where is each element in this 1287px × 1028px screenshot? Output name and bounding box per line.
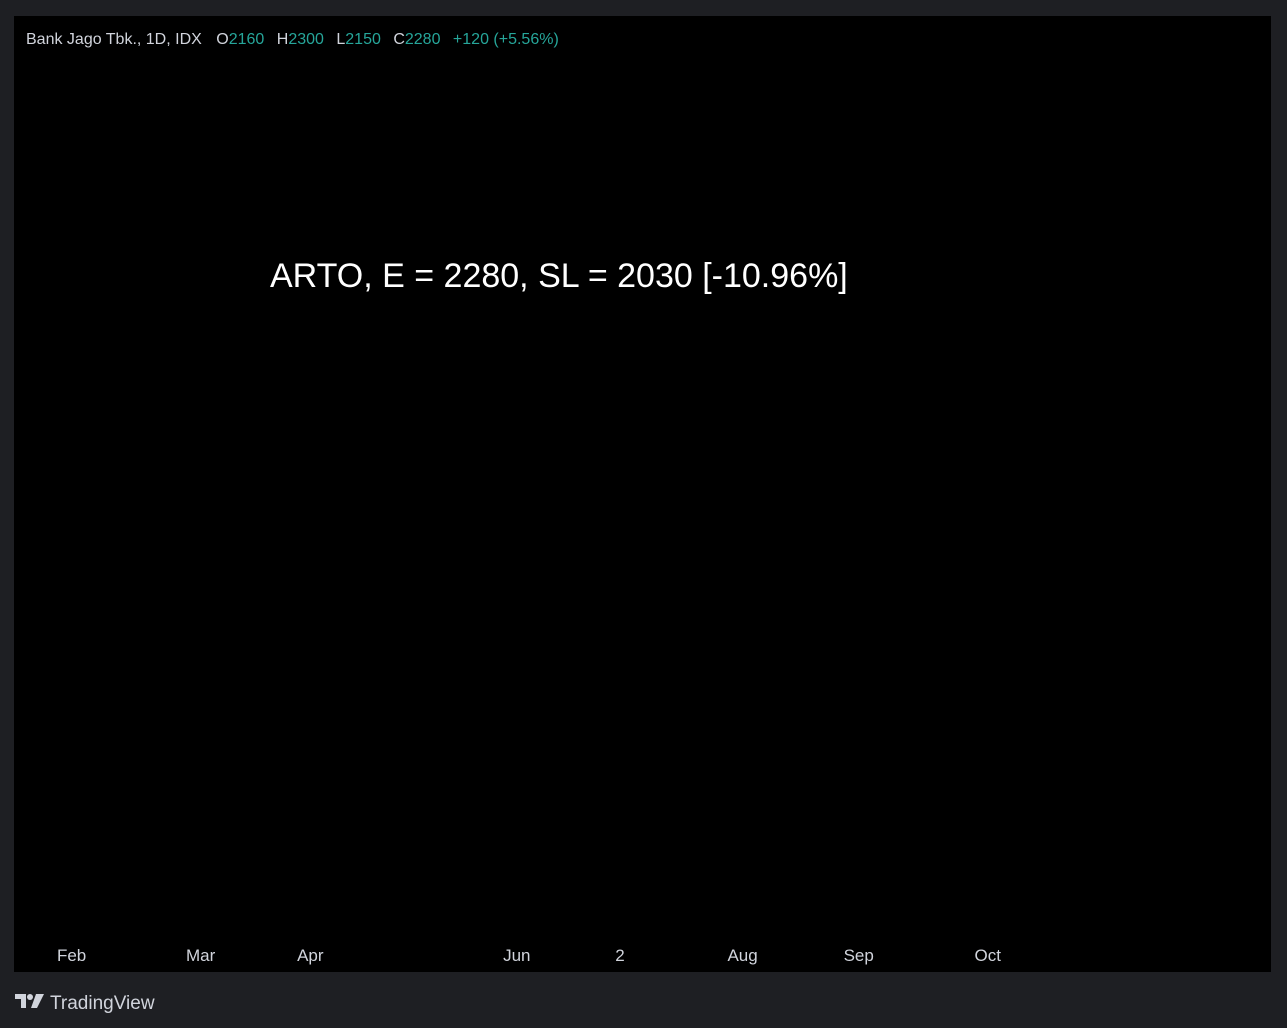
x-tick-label: Mar <box>186 946 216 965</box>
chart-header: Bank Jago Tbk., 1D, IDX O2160 H2300 L215… <box>26 31 559 48</box>
close-label: C <box>393 31 405 48</box>
high-label: H <box>277 31 289 48</box>
trade-annotation: ARTO, E = 2280, SL = 2030 [-10.96%] <box>270 257 848 295</box>
x-tick-label: Feb <box>57 946 86 965</box>
x-tick-label: Oct <box>975 946 1002 965</box>
close-value: 2280 <box>405 31 441 48</box>
open-label: O <box>216 31 228 48</box>
symbol-name: Bank Jago Tbk., 1D, IDX <box>26 31 202 48</box>
x-tick-label: Jun <box>503 946 530 965</box>
x-tick-label: 2 <box>615 946 624 965</box>
price-scale[interactable] <box>1187 16 1271 972</box>
x-tick-label: Apr <box>297 946 324 965</box>
x-tick-label: Aug <box>727 946 757 965</box>
plot-background <box>14 16 1187 972</box>
brand-name: TradingView <box>50 993 155 1014</box>
change-value: +120 (+5.56%) <box>453 31 559 48</box>
x-tick-label: Sep <box>844 946 874 965</box>
tradingview-logo[interactable]: TradingView <box>15 993 155 1014</box>
open-value: 2160 <box>229 31 265 48</box>
tradingview-icon <box>15 994 44 1008</box>
high-value: 2300 <box>288 31 324 48</box>
low-label: L <box>336 31 345 48</box>
low-value: 2150 <box>345 31 381 48</box>
